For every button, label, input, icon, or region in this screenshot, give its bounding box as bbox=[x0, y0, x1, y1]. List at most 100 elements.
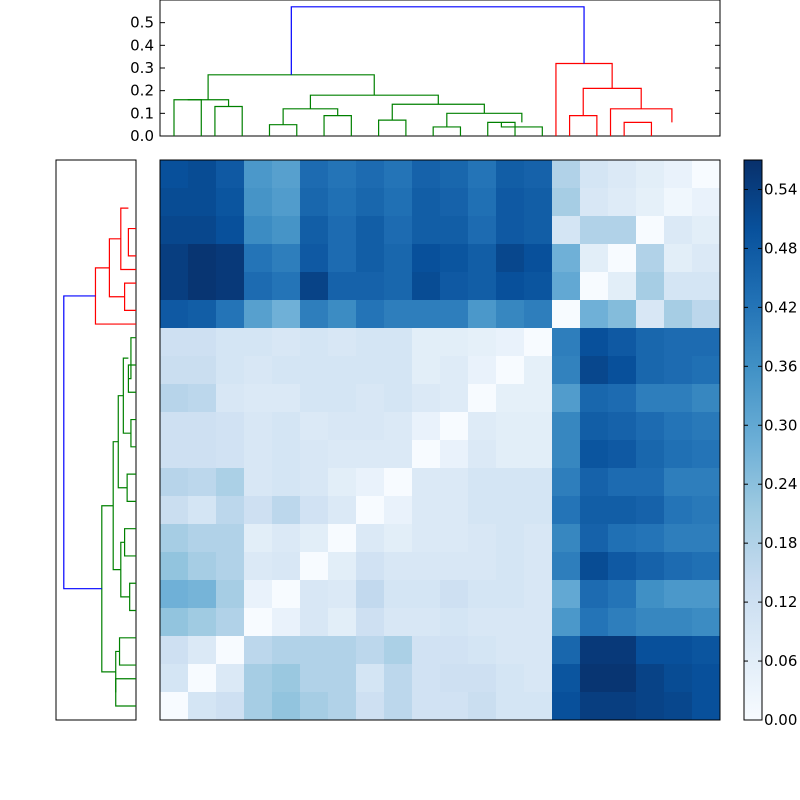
heatmap-cell bbox=[272, 524, 301, 553]
heatmap-cell bbox=[664, 356, 693, 385]
heatmap-cell bbox=[244, 160, 273, 189]
heatmap-cell bbox=[552, 440, 581, 469]
heatmap-cell bbox=[664, 384, 693, 413]
heatmap-cell bbox=[664, 272, 693, 301]
heatmap-cell bbox=[580, 692, 609, 721]
heatmap-cell bbox=[636, 188, 665, 217]
heatmap-cell bbox=[328, 608, 357, 637]
heatmap-cell bbox=[440, 496, 469, 525]
top-dendrogram: 0.0 0.1 0.2 0.3 0.4 0.5 bbox=[130, 0, 721, 145]
heatmap-cell bbox=[272, 384, 301, 413]
heatmap-cell bbox=[272, 636, 301, 665]
heatmap-cell bbox=[356, 188, 385, 217]
heatmap-cell bbox=[524, 692, 553, 721]
heatmap-cell bbox=[244, 524, 273, 553]
heatmap-cell bbox=[244, 636, 273, 665]
y-tick-label: 0.0 bbox=[130, 127, 154, 145]
heatmap-cell bbox=[244, 468, 273, 497]
y-tick-label: 0.5 bbox=[130, 14, 154, 32]
heatmap-cell bbox=[636, 272, 665, 301]
heatmap-cell bbox=[188, 468, 217, 497]
heatmap-cell bbox=[664, 552, 693, 581]
heatmap-cell bbox=[468, 160, 497, 189]
heatmap-cell bbox=[496, 300, 525, 329]
heatmap-cell bbox=[188, 328, 217, 357]
heatmap-cell bbox=[468, 664, 497, 693]
heatmap-cell bbox=[356, 524, 385, 553]
heatmap-cell bbox=[328, 524, 357, 553]
heatmap-cell bbox=[244, 692, 273, 721]
heatmap-cell bbox=[328, 496, 357, 525]
heatmap-cell bbox=[328, 636, 357, 665]
heatmap-cell bbox=[440, 664, 469, 693]
heatmap-cell bbox=[300, 468, 329, 497]
heatmap-cell bbox=[328, 552, 357, 581]
heatmap-cell bbox=[692, 496, 721, 525]
heatmap-cell bbox=[692, 356, 721, 385]
heatmap-cell bbox=[664, 412, 693, 441]
y-tick-label: 0.1 bbox=[130, 104, 154, 122]
heatmap-cell bbox=[692, 272, 721, 301]
heatmap-cell bbox=[160, 468, 189, 497]
dendrogram-link bbox=[117, 395, 128, 489]
heatmap-cell bbox=[664, 664, 693, 693]
heatmap-cell bbox=[412, 216, 441, 245]
heatmap-cell bbox=[636, 356, 665, 385]
heatmap-cell bbox=[328, 356, 357, 385]
heatmap-cell bbox=[496, 580, 525, 609]
heatmap-cell bbox=[692, 300, 721, 329]
heatmap-cell bbox=[216, 412, 245, 441]
heatmap-cell bbox=[496, 440, 525, 469]
heatmap-cell bbox=[636, 300, 665, 329]
heatmap-cell bbox=[608, 272, 637, 301]
heatmap-cell bbox=[608, 244, 637, 273]
heatmap-cell bbox=[356, 580, 385, 609]
heatmap-cell bbox=[440, 580, 469, 609]
heatmap-cell bbox=[580, 412, 609, 441]
heatmap-cell bbox=[468, 636, 497, 665]
dendrogram-link bbox=[115, 650, 120, 693]
heatmap-cell bbox=[440, 412, 469, 441]
heatmap-cell bbox=[244, 272, 273, 301]
heatmap-cell bbox=[440, 552, 469, 581]
heatmap-cell bbox=[524, 580, 553, 609]
dendrogram-link bbox=[173, 99, 202, 136]
heatmap-cell bbox=[468, 580, 497, 609]
heatmap-cell bbox=[300, 440, 329, 469]
colorbar-tick-label: 0.00 bbox=[764, 711, 797, 729]
heatmap-cell bbox=[384, 384, 413, 413]
heatmap-cell bbox=[608, 608, 637, 637]
heatmap-cell bbox=[524, 496, 553, 525]
dendrogram-link bbox=[128, 337, 136, 380]
heatmap-cell bbox=[412, 552, 441, 581]
heatmap-cell bbox=[328, 272, 357, 301]
heatmap-cell bbox=[552, 272, 581, 301]
heatmap-cell bbox=[636, 328, 665, 357]
heatmap-cell bbox=[636, 692, 665, 721]
heatmap-cell bbox=[468, 440, 497, 469]
heatmap-cell bbox=[496, 356, 525, 385]
heatmap-cell bbox=[160, 608, 189, 637]
heatmap-cell bbox=[356, 552, 385, 581]
heatmap-cell bbox=[384, 692, 413, 721]
heatmap-cell bbox=[160, 328, 189, 357]
dendrogram-link bbox=[268, 124, 298, 136]
heatmap-cell bbox=[636, 440, 665, 469]
dendrogram-link bbox=[290, 6, 585, 75]
heatmap-cell bbox=[608, 496, 637, 525]
heatmap-cell bbox=[160, 216, 189, 245]
heatmap-cell bbox=[580, 524, 609, 553]
heatmap-cell bbox=[160, 244, 189, 273]
heatmap-cell bbox=[580, 188, 609, 217]
heatmap-cell bbox=[496, 552, 525, 581]
heatmap-cell bbox=[216, 440, 245, 469]
dendrogram-link bbox=[555, 62, 613, 136]
heatmap-cell bbox=[216, 160, 245, 189]
heatmap-cell bbox=[468, 608, 497, 637]
heatmap-cell bbox=[216, 468, 245, 497]
heatmap-cell bbox=[188, 384, 217, 413]
heatmap-cell bbox=[384, 440, 413, 469]
heatmap-cell bbox=[160, 272, 189, 301]
heatmap-cell bbox=[328, 692, 357, 721]
heatmap-cell bbox=[300, 328, 329, 357]
